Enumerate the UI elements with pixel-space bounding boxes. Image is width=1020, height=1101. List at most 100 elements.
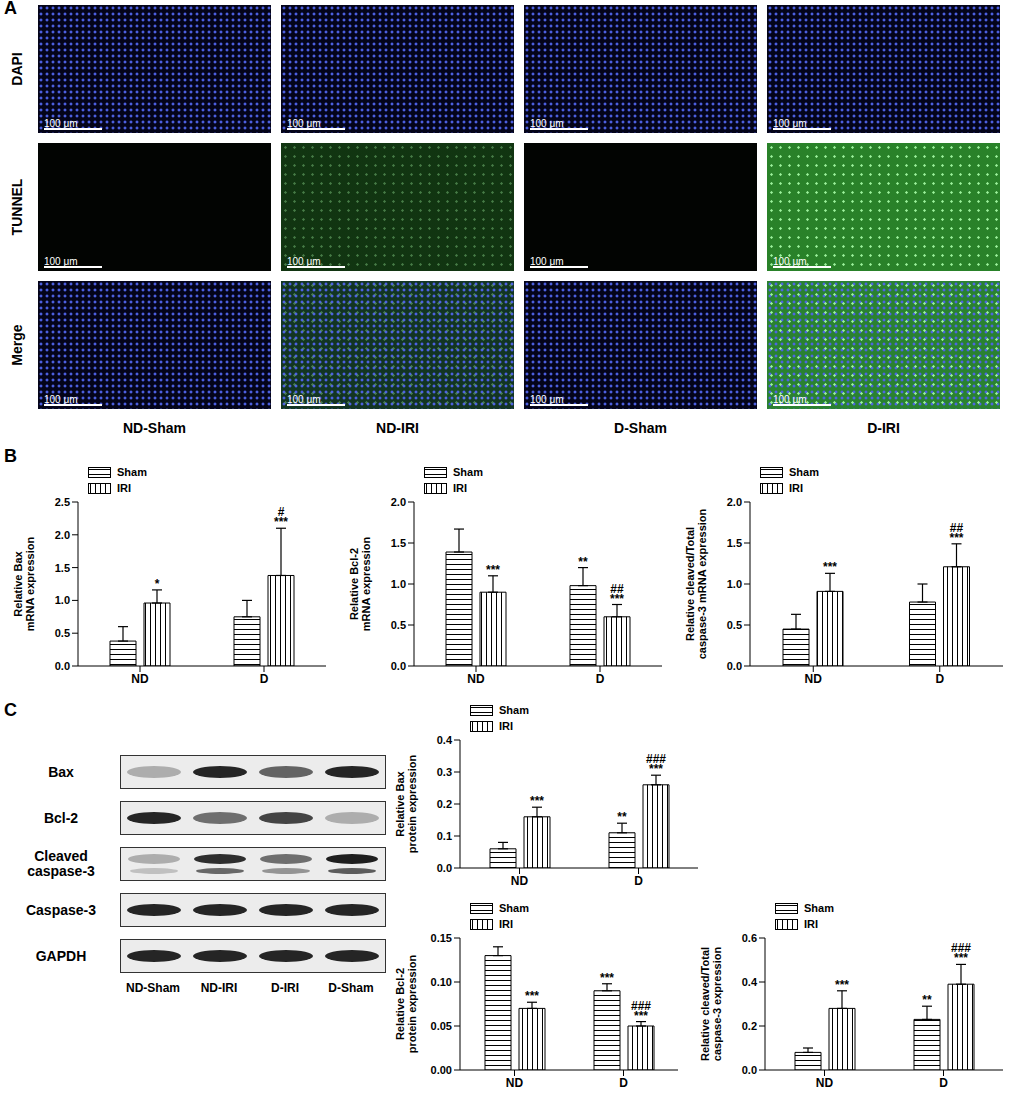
svg-text:**: ** [922, 993, 932, 1007]
html-text:100 μm: 100 μm [44, 118, 78, 129]
svg-text:**: ** [617, 810, 627, 824]
svg-text:***: *** [835, 978, 849, 992]
svg-text:***: *** [600, 971, 614, 985]
svg-text:2.0: 2.0 [727, 496, 742, 508]
html-text:D-IRI: D-IRI [867, 420, 900, 436]
svg-text:0.0: 0.0 [437, 862, 452, 874]
html-text:IRI: IRI [117, 482, 132, 494]
svg-text:***: *** [525, 989, 539, 1003]
svg-text:1.0: 1.0 [391, 578, 406, 590]
svg-text:0.0: 0.0 [727, 660, 742, 672]
html-text:100 μm: 100 μm [287, 256, 321, 267]
svg-text:0.1: 0.1 [437, 830, 452, 842]
html-text:Sham: Sham [804, 902, 834, 914]
html-text:IRI: IRI [804, 918, 819, 930]
svg-text:***: *** [634, 1009, 648, 1023]
html-text:Sham: Sham [499, 704, 529, 716]
html-text:TUNNEL: TUNNEL [9, 178, 25, 236]
svg-text:D: D [596, 672, 605, 686]
html-text:IRI: IRI [453, 482, 468, 494]
svg-text:Relative Bcl-2mRNA expression: Relative Bcl-2mRNA expression [348, 537, 372, 632]
html-text:Merge: Merge [9, 324, 25, 366]
svg-text:ND: ND [511, 874, 529, 888]
svg-text:***: *** [610, 592, 624, 606]
html-text:100 μm: 100 μm [530, 256, 564, 267]
html-text:100 μm: 100 μm [44, 256, 78, 267]
svg-text:Relative Bcl-2protein expressi: Relative Bcl-2protein expression [394, 955, 418, 1054]
html-text:D-IRI: D-IRI [271, 981, 299, 995]
svg-text:***: *** [954, 951, 968, 965]
svg-text:1.5: 1.5 [727, 537, 742, 549]
svg-text:0.2: 0.2 [742, 1020, 757, 1032]
svg-text:0.2: 0.2 [437, 798, 452, 810]
svg-text:D: D [619, 1076, 628, 1090]
svg-text:0.05: 0.05 [431, 1020, 452, 1032]
svg-text:2.0: 2.0 [55, 529, 70, 541]
svg-text:***: *** [274, 515, 288, 529]
svg-text:0.15: 0.15 [431, 932, 452, 944]
svg-text:0.00: 0.00 [431, 1064, 452, 1076]
svg-text:***: *** [649, 762, 663, 776]
html-text:100 μm: 100 μm [287, 118, 321, 129]
svg-text:D: D [260, 672, 269, 686]
html-text:ND-IRI: ND-IRI [376, 420, 419, 436]
html-text:DAPI: DAPI [9, 52, 25, 86]
html-text:Sham: Sham [499, 902, 529, 914]
svg-text:**: ** [578, 555, 588, 569]
html-text:ND-Sham: ND-Sham [126, 981, 180, 995]
svg-text:0.4: 0.4 [437, 734, 453, 746]
svg-text:1.0: 1.0 [55, 594, 70, 606]
svg-text:2.0: 2.0 [391, 496, 406, 508]
html-text:Bcl-2: Bcl-2 [43, 809, 79, 826]
svg-text:0.5: 0.5 [727, 619, 742, 631]
svg-text:0.3: 0.3 [437, 766, 452, 778]
svg-text:1.0: 1.0 [727, 578, 742, 590]
svg-text:D: D [634, 874, 643, 888]
html-text:ND-IRI: ND-IRI [200, 981, 238, 995]
svg-text:*: * [155, 577, 160, 591]
svg-text:0.10: 0.10 [431, 976, 452, 988]
svg-text:D: D [935, 672, 944, 686]
svg-text:***: *** [530, 794, 544, 808]
html-text:ND-Sham: ND-Sham [123, 420, 186, 436]
svg-text:0.0: 0.0 [391, 660, 406, 672]
svg-text:***: *** [823, 560, 837, 574]
svg-text:0.0: 0.0 [742, 1064, 757, 1076]
html-text:100 μm: 100 μm [773, 118, 807, 129]
svg-text:2.5: 2.5 [55, 496, 70, 508]
html-text:100 μm: 100 μm [530, 118, 564, 129]
html-text:D-Sham: D-Sham [328, 981, 374, 995]
html-text:Sham: Sham [453, 466, 483, 478]
svg-text:ND: ND [816, 1076, 834, 1090]
html-text:B: B [4, 446, 17, 466]
html-text:Sham: Sham [117, 466, 147, 478]
svg-text:Relative cleaved/Totalcaspase-: Relative cleaved/Totalcaspase-3 expressi… [699, 947, 723, 1062]
svg-text:ND: ND [805, 672, 823, 686]
html-text:Bax: Bax [48, 763, 74, 780]
html-text:IRI: IRI [499, 720, 514, 732]
svg-text:0.5: 0.5 [55, 627, 70, 639]
svg-text:ND: ND [131, 672, 149, 686]
svg-text:ND: ND [506, 1076, 524, 1090]
svg-text:Relative Baxprotein expression: Relative Baxprotein expression [394, 755, 418, 854]
html-text:Caspase-3: Caspase-3 [26, 901, 96, 918]
svg-text:D: D [939, 1076, 948, 1090]
svg-text:Relative cleaved/Totalcaspase-: Relative cleaved/Totalcaspase-3 mRNA exp… [684, 508, 708, 659]
html-text:IRI: IRI [499, 918, 514, 930]
html-text:GAPDH: GAPDH [35, 947, 87, 964]
svg-text:ND: ND [467, 672, 485, 686]
html-text:C: C [4, 700, 17, 720]
html-text:Sham: Sham [789, 466, 819, 478]
svg-text:0.5: 0.5 [391, 619, 406, 631]
svg-text:Relative BaxmRNA expression: Relative BaxmRNA expression [12, 537, 36, 632]
html-text:Cleaved caspase-3: Cleaved caspase-3 [27, 848, 95, 879]
svg-text:***: *** [949, 531, 963, 545]
svg-text:0.0: 0.0 [55, 660, 70, 672]
svg-text:***: *** [486, 563, 500, 577]
html-text:IRI: IRI [789, 482, 804, 494]
svg-text:1.5: 1.5 [391, 537, 406, 549]
svg-text:0.4: 0.4 [742, 976, 758, 988]
svg-text:0.6: 0.6 [742, 932, 757, 944]
svg-text:1.5: 1.5 [55, 562, 70, 574]
html-text:D-Sham: D-Sham [614, 420, 667, 436]
